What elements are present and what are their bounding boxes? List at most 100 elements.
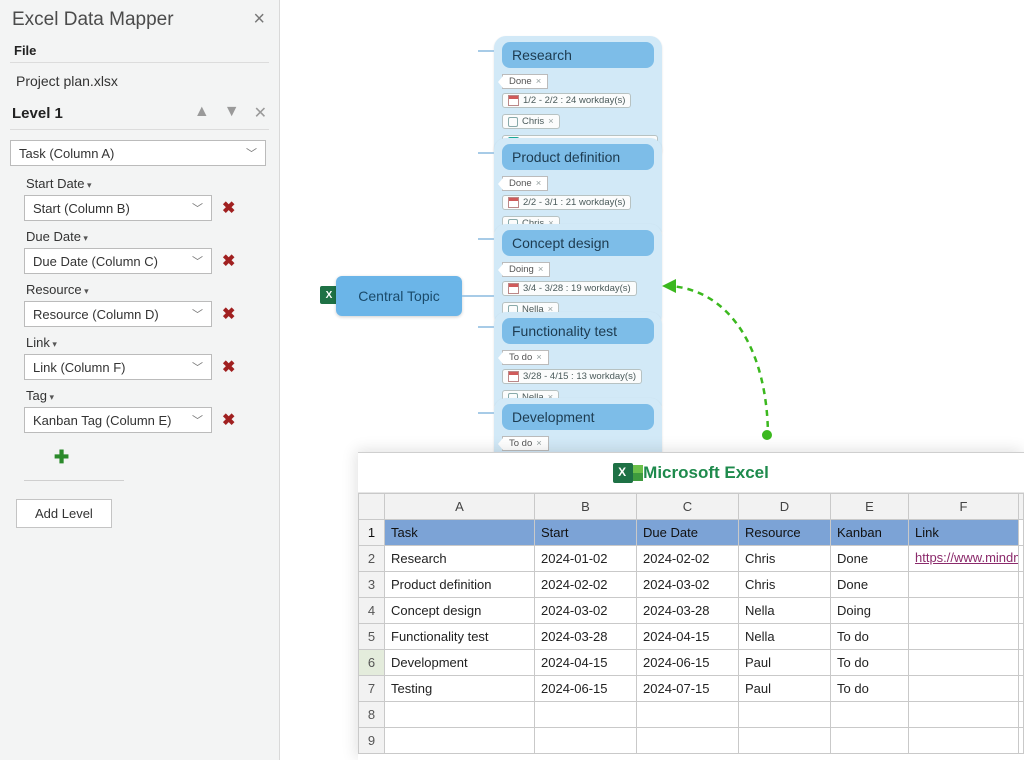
field-label[interactable]: Due Date bbox=[26, 229, 269, 244]
add-field-button[interactable]: ✚ bbox=[54, 447, 69, 468]
close-icon[interactable]: × bbox=[249, 8, 269, 31]
cell[interactable]: https://www.mindmanager.com bbox=[909, 546, 1019, 572]
column-header[interactable]: B bbox=[535, 494, 637, 520]
field-dropdown[interactable]: Resource (Column D)﹀ bbox=[24, 301, 212, 327]
row-header[interactable]: 3 bbox=[359, 572, 385, 598]
cell[interactable] bbox=[909, 728, 1019, 754]
status-chip[interactable]: To do× bbox=[502, 436, 549, 451]
cell[interactable] bbox=[1019, 728, 1024, 754]
cell[interactable]: 2024-04-15 bbox=[535, 650, 637, 676]
column-header[interactable]: A bbox=[385, 494, 535, 520]
field-label[interactable]: Start Date bbox=[26, 176, 269, 191]
field-label[interactable]: Resource bbox=[26, 282, 269, 297]
status-chip[interactable]: Done× bbox=[502, 74, 548, 89]
field-label[interactable]: Link bbox=[26, 335, 269, 350]
add-level-button[interactable]: Add Level bbox=[16, 499, 112, 528]
chip-remove-icon[interactable]: × bbox=[536, 178, 542, 189]
cell[interactable] bbox=[1019, 520, 1024, 546]
remove-field-icon[interactable]: ✖ bbox=[222, 198, 235, 218]
row-header[interactable]: 5 bbox=[359, 624, 385, 650]
cell[interactable] bbox=[1019, 650, 1024, 676]
cell[interactable] bbox=[909, 624, 1019, 650]
cell[interactable]: 2024-07-15 bbox=[637, 676, 739, 702]
row-header[interactable]: 4 bbox=[359, 598, 385, 624]
cell[interactable]: 2024-03-02 bbox=[535, 598, 637, 624]
field-dropdown[interactable]: Start (Column B)﹀ bbox=[24, 195, 212, 221]
header-cell[interactable]: Link bbox=[909, 520, 1019, 546]
cell[interactable]: Concept design bbox=[385, 598, 535, 624]
cell[interactable] bbox=[1019, 676, 1024, 702]
cell[interactable]: Paul bbox=[739, 676, 831, 702]
cell[interactable]: 2024-02-02 bbox=[535, 572, 637, 598]
cell[interactable] bbox=[831, 728, 909, 754]
status-chip[interactable]: Done× bbox=[502, 176, 548, 191]
cell[interactable] bbox=[739, 702, 831, 728]
cell[interactable]: Paul bbox=[739, 650, 831, 676]
field-dropdown[interactable]: Kanban Tag (Column E)﹀ bbox=[24, 407, 212, 433]
cell[interactable] bbox=[1019, 546, 1024, 572]
chip-remove-icon[interactable]: × bbox=[536, 438, 542, 449]
row-header[interactable]: 1 bbox=[359, 520, 385, 546]
remove-field-icon[interactable]: ✖ bbox=[222, 251, 235, 271]
remove-field-icon[interactable]: ✖ bbox=[222, 304, 235, 324]
cell[interactable]: 2024-01-02 bbox=[535, 546, 637, 572]
remove-field-icon[interactable]: ✖ bbox=[222, 410, 235, 430]
column-header[interactable] bbox=[1019, 494, 1024, 520]
header-cell[interactable]: Start bbox=[535, 520, 637, 546]
row-header[interactable]: 6 bbox=[359, 650, 385, 676]
cell[interactable] bbox=[535, 702, 637, 728]
header-cell[interactable]: Kanban bbox=[831, 520, 909, 546]
chip-remove-icon[interactable]: × bbox=[536, 352, 542, 363]
cell[interactable] bbox=[385, 702, 535, 728]
field-label[interactable]: Tag bbox=[26, 388, 269, 403]
chip-remove-icon[interactable]: × bbox=[536, 76, 542, 87]
chip-remove-icon[interactable]: × bbox=[538, 264, 544, 275]
cell[interactable]: To do bbox=[831, 624, 909, 650]
cell[interactable]: 2024-02-02 bbox=[637, 546, 739, 572]
cell[interactable] bbox=[637, 728, 739, 754]
corner-cell[interactable] bbox=[359, 494, 385, 520]
header-cell[interactable]: Resource bbox=[739, 520, 831, 546]
cell[interactable] bbox=[909, 650, 1019, 676]
cell[interactable] bbox=[385, 728, 535, 754]
cell[interactable] bbox=[1019, 624, 1024, 650]
header-cell[interactable]: Due Date bbox=[637, 520, 739, 546]
cell[interactable] bbox=[1019, 702, 1024, 728]
column-header[interactable]: C bbox=[637, 494, 739, 520]
remove-field-icon[interactable]: ✖ bbox=[222, 357, 235, 377]
cell[interactable]: 2024-04-15 bbox=[637, 624, 739, 650]
cell[interactable]: 2024-06-15 bbox=[637, 650, 739, 676]
level-main-dropdown[interactable]: Task (Column A) ﹀ bbox=[10, 140, 266, 166]
cell[interactable]: Product definition bbox=[385, 572, 535, 598]
cell[interactable] bbox=[909, 598, 1019, 624]
column-header[interactable]: E bbox=[831, 494, 909, 520]
cell[interactable]: Done bbox=[831, 546, 909, 572]
row-header[interactable]: 7 bbox=[359, 676, 385, 702]
cell[interactable]: To do bbox=[831, 676, 909, 702]
cell[interactable] bbox=[909, 702, 1019, 728]
cell[interactable]: Testing bbox=[385, 676, 535, 702]
cell[interactable]: Functionality test bbox=[385, 624, 535, 650]
cell[interactable] bbox=[909, 572, 1019, 598]
cell[interactable]: 2024-03-02 bbox=[637, 572, 739, 598]
row-header[interactable]: 8 bbox=[359, 702, 385, 728]
cell[interactable] bbox=[535, 728, 637, 754]
row-header[interactable]: 9 bbox=[359, 728, 385, 754]
chip-remove-icon[interactable]: × bbox=[548, 116, 554, 127]
cell[interactable]: 2024-06-15 bbox=[535, 676, 637, 702]
status-chip[interactable]: Doing× bbox=[502, 262, 550, 277]
cell[interactable]: Nella bbox=[739, 624, 831, 650]
cell[interactable] bbox=[831, 702, 909, 728]
cell[interactable]: Nella bbox=[739, 598, 831, 624]
field-dropdown[interactable]: Due Date (Column C)﹀ bbox=[24, 248, 212, 274]
cell[interactable] bbox=[909, 676, 1019, 702]
move-up-icon[interactable]: ▲ bbox=[194, 103, 210, 123]
delete-level-icon[interactable]: ✕ bbox=[254, 103, 267, 123]
column-header[interactable]: F bbox=[909, 494, 1019, 520]
central-topic-node[interactable]: Central Topic bbox=[336, 276, 462, 316]
cell[interactable] bbox=[1019, 572, 1024, 598]
cell[interactable]: Development bbox=[385, 650, 535, 676]
cell[interactable]: To do bbox=[831, 650, 909, 676]
resource-chip[interactable]: Chris× bbox=[502, 114, 560, 129]
cell[interactable]: Chris bbox=[739, 572, 831, 598]
